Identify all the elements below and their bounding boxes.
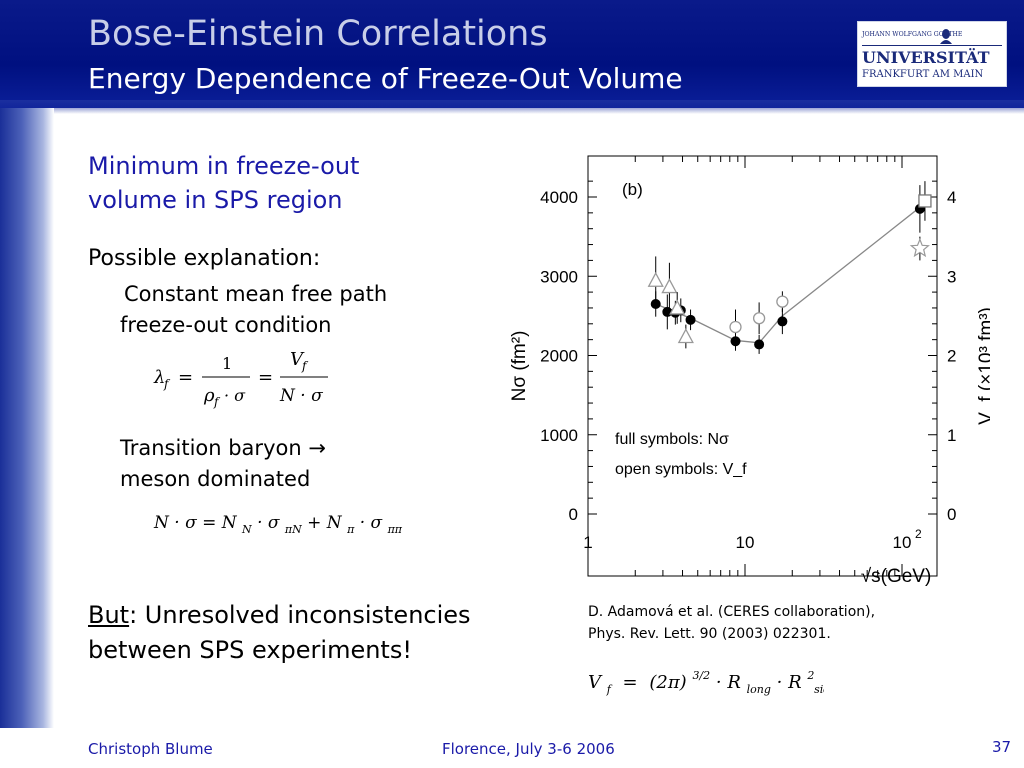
f1-num2: V [290,349,305,370]
panel-label: (b) [622,180,643,199]
point2-line1: Transition baryon → [120,436,326,460]
f1-den1-rho: ρ [203,385,215,406]
data-point-open-circle [729,320,742,334]
chart-curve [655,206,921,344]
but-rest: : Unresolved inconsistencies [129,601,471,629]
point2-line2: meson dominated [120,467,311,491]
f3-exp: 3/2 [692,669,710,682]
f3-lhs: V [588,672,603,693]
data-point-open-circle [776,295,789,308]
point1-line2: freeze-out condition [120,313,332,337]
data-point-filled [754,339,765,350]
x-axis-label: √s(GeV) [861,566,932,587]
y-axis-label-right: V_f (×10³ fm³) [976,307,990,425]
svg-text:N · σ = N N · σ π: N · σ = N N · σ πN + N π · σ ππ [153,513,403,538]
f3-eq: = [623,672,638,693]
f3-r1-sub: long [747,683,771,696]
f1-lambda-sub: f [163,377,171,391]
f2-d-sub: ππ [387,523,403,536]
y2-tick-label: 2 [947,347,956,366]
heading-line1: Minimum in freeze-out [88,152,360,180]
y-tick-label: 1000 [540,426,578,445]
f2-c-sub: π [346,523,355,536]
f3-paren: (2π) [649,672,686,693]
f1-lambda: λ [153,367,165,388]
y-tick-label: 2000 [540,347,578,366]
point1-line1: Constant mean free path [124,282,388,306]
y2-tick-label: 3 [947,267,956,286]
footer-venue: Florence, July 3-6 2006 [442,740,615,758]
data-point-open-circle [752,312,766,325]
x-tick-label: 10 [736,533,755,552]
data-point-filled [777,316,788,327]
formula-mean-free-path: λ f = 1 ρ f · σ = V f N · σ [153,349,328,409]
y-tick-label: 4000 [540,188,578,207]
f1-eq2: = [258,367,273,388]
data-point-open-triangle [669,299,686,315]
f3-r2-sub: side [814,683,824,696]
f2-c: + N [307,513,343,533]
data-point-open-triangle [661,278,678,294]
formula-volume: V f = (2π) 3/2 · R long · R 2 side [588,663,824,698]
y2-tick-label: 4 [947,188,956,207]
x-tick-exponent: 2 [915,527,922,541]
svg-text:V f = (2π) 3/2: V f = (2π) 3/2 · R long · R 2 side [588,663,824,698]
f2-d: · σ [360,513,383,533]
legend-filled: full symbols: Nσ [615,431,729,448]
slide-subtitle: Energy Dependence of Freeze-Out Volume [88,62,683,95]
f2-b-sub: πN [284,523,302,536]
plot-frame [587,155,938,577]
x-tick-label: 10 [893,533,912,552]
y-tick-label: 0 [569,505,578,524]
data-point-open-triangle [647,271,664,287]
data-point-filled [685,314,696,325]
data-point-open-square [918,194,932,208]
f2-a-sub: N [241,523,252,536]
logo-line1: JOHANN WOLFGANG GOETHE [861,31,963,38]
chart-marks [647,181,932,354]
explanation-label: Possible explanation: [88,246,321,271]
y2-tick-label: 1 [947,426,956,445]
heading-line2: volume in SPS region [88,186,343,214]
f3-mid: · R [716,672,741,693]
slide-title: Bose-Einstein Correlations [88,14,548,54]
y-axis-label-left: Nσ (fm²) [509,331,530,402]
legend-open: open symbols: V_f [615,461,747,478]
header-fade [0,100,1024,114]
f3-dot: · R [777,672,802,693]
f2-b: · σ [257,513,280,533]
f3-r2-sup: 2 [806,669,814,682]
logo-line3: FRANKFURT AM MAIN [862,69,984,80]
header-bar [0,0,1024,108]
logo-line2: UNIVERSITÄT [862,47,990,67]
f1-den1-sub: f [213,395,221,409]
sidebar-gradient [0,108,54,728]
f3-lhs-sub: f [606,683,613,696]
x-tick-label: 1 [583,533,592,552]
footer-author: Christoph Blume [88,740,213,758]
f1-eq1: = [178,367,193,388]
reference-line1: D. Adamová et al. (CERES collaboration), [588,604,876,620]
data-point-open-triangle [677,328,694,344]
data-point-open-star [909,237,930,258]
university-logo: JOHANN WOLFGANG GOETHE UNIVERSITÄT FRANK… [857,21,1007,87]
y-tick-label: 3000 [540,267,578,286]
reference-line2: Phys. Rev. Lett. 90 (2003) 022301. [588,626,831,642]
f1-num1: 1 [222,354,232,373]
but-line2: between SPS experiments! [88,636,412,664]
f1-den2: N · σ [279,386,323,406]
but-word: But [88,601,130,629]
f2-a: N · σ = N [153,513,238,533]
trend-line [655,206,921,344]
formula-cross-section: N · σ = N N · σ πN + N π · σ ππ [153,513,403,538]
goethe-portrait-icon [940,29,952,44]
but-line1: But: Unresolved inconsistencies [88,601,471,629]
y2-tick-label: 0 [947,505,956,524]
f1-num2-sub: f [301,359,309,373]
f1-den1-sigma: · σ [224,386,246,405]
footer-page-number: 37 [992,738,1012,756]
